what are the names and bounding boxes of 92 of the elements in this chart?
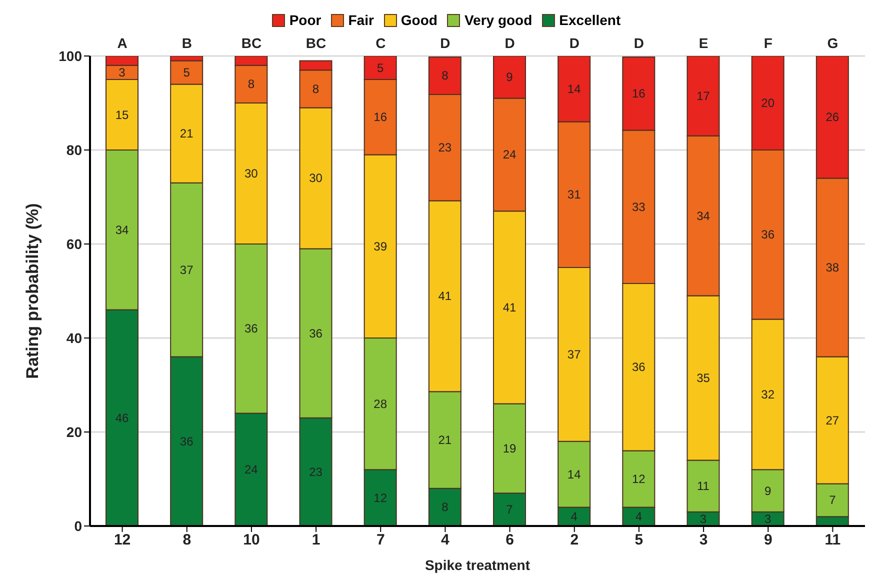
data-label: 12: [632, 472, 646, 486]
data-label: 41: [502, 300, 516, 314]
x-tick-label: 4: [441, 532, 450, 549]
x-tick-label: 1: [312, 532, 320, 549]
data-label: 46: [115, 410, 129, 425]
data-label: 30: [309, 171, 323, 186]
data-label: 24: [244, 462, 258, 477]
data-label: 9: [506, 70, 514, 84]
text: C: [376, 35, 386, 51]
text: BC: [241, 35, 262, 51]
data-label: 8: [442, 500, 449, 514]
y-tick-label: 80: [66, 142, 82, 158]
data-label: 23: [438, 140, 452, 155]
data-label: 24: [502, 148, 516, 162]
data-label: 8: [248, 77, 255, 92]
data-label: 9: [764, 484, 772, 498]
data-label: 3: [764, 512, 772, 526]
legend-label: Good: [400, 12, 438, 28]
x-tick-label: 12: [114, 532, 131, 549]
legend-label: Poor: [289, 12, 322, 28]
y-tick-label: 0: [74, 518, 82, 534]
x-tick-label: 7: [376, 532, 385, 549]
data-label: 12: [374, 490, 388, 505]
data-label: 37: [180, 262, 194, 277]
data-label: 38: [826, 260, 840, 274]
data-label: 7: [829, 493, 836, 508]
y-tick-label: 100: [58, 48, 82, 64]
data-label: 14: [567, 82, 582, 96]
x-tick-label: 10: [243, 532, 260, 549]
x-axis-title: Spike treatment: [424, 557, 530, 573]
text: E: [698, 35, 708, 51]
data-label: 36: [309, 326, 323, 340]
data-label: 8: [312, 82, 320, 96]
x-tick-label: 8: [182, 532, 192, 549]
text: F: [764, 35, 773, 51]
x-tick-label: 11: [824, 532, 841, 549]
y-tick-label: 40: [66, 330, 82, 346]
data-label: 36: [180, 434, 194, 448]
data-label: 41: [438, 289, 452, 304]
text: D: [504, 35, 515, 51]
data-label: 5: [183, 65, 190, 80]
data-label: 32: [761, 387, 775, 402]
data-label: 16: [374, 110, 388, 124]
data-label: 8: [442, 68, 449, 83]
text: D: [440, 35, 450, 51]
data-label: 4: [635, 510, 642, 524]
data-label: 27: [826, 413, 840, 428]
data-label: 36: [761, 228, 775, 242]
x-tick-label: 6: [506, 532, 514, 549]
data-label: 36: [244, 322, 258, 336]
text: G: [827, 35, 838, 51]
x-tick-label: 2: [570, 532, 579, 549]
y-tick-label: 60: [66, 236, 82, 252]
data-label: 31: [567, 188, 582, 202]
data-label: 30: [244, 166, 258, 180]
data-label: 11: [697, 479, 710, 494]
data-label: 35: [696, 370, 710, 385]
legend-label: Very good: [464, 12, 532, 28]
data-label: 19: [502, 441, 516, 456]
text: D: [569, 35, 580, 51]
x-tick-label: 5: [634, 532, 644, 549]
data-label: 33: [632, 200, 646, 214]
y-axis-title: Rating probability (%): [23, 203, 42, 379]
legend-label: Fair: [348, 12, 374, 28]
text: BC: [306, 35, 326, 51]
text: A: [117, 35, 128, 51]
data-label: 28: [374, 396, 388, 411]
data-label: 36: [632, 360, 646, 374]
x-tick-label: 9: [764, 532, 772, 549]
x-tick-label: 3: [699, 532, 708, 549]
data-label: 23: [309, 464, 323, 479]
data-label: 37: [567, 347, 582, 362]
y-tick-label: 20: [66, 424, 82, 440]
data-label: 16: [632, 86, 646, 101]
data-label: 5: [376, 60, 384, 75]
legend-label: Excellent: [559, 12, 621, 28]
data-label: 39: [374, 239, 388, 254]
data-label: 4: [570, 510, 578, 524]
data-label: 34: [115, 222, 129, 237]
data-label: 34: [696, 208, 710, 223]
data-label: 21: [438, 432, 452, 447]
data-label: 3: [700, 512, 707, 526]
data-label: 21: [180, 126, 194, 141]
data-label: 17: [696, 88, 710, 103]
text: B: [182, 35, 192, 51]
data-label: 3: [118, 65, 126, 80]
data-label: 7: [506, 502, 514, 517]
data-label: 20: [761, 96, 775, 110]
data-label: 26: [826, 110, 840, 124]
text: D: [634, 35, 644, 51]
data-label: 14: [567, 467, 582, 482]
data-label: 15: [115, 108, 129, 122]
